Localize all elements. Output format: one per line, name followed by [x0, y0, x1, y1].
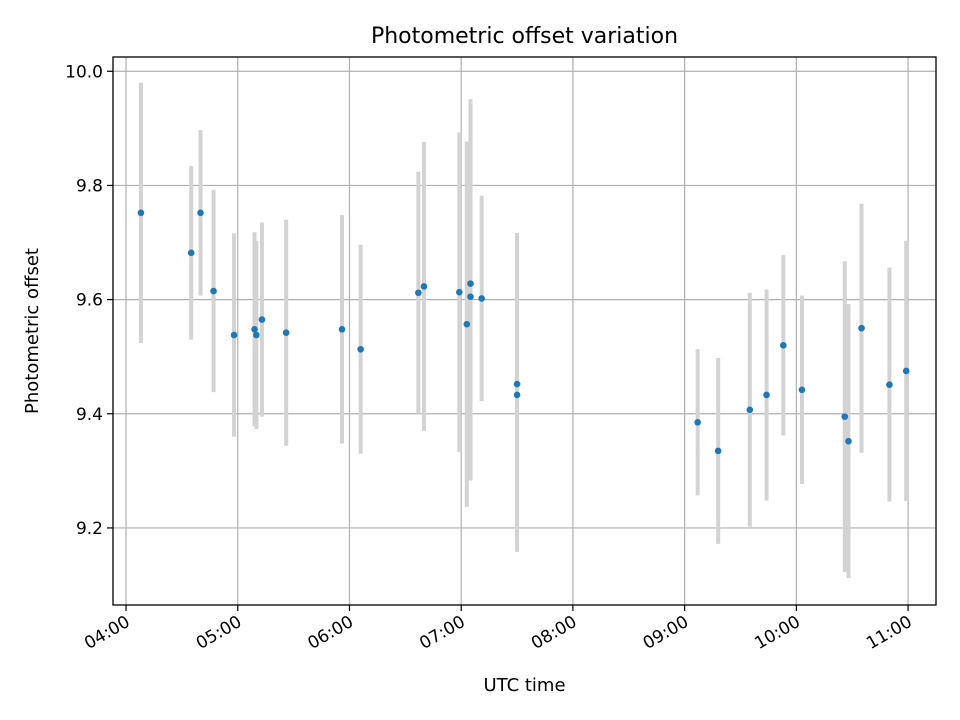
y-tick-label: 9.8 [76, 176, 103, 196]
data-point [513, 380, 521, 388]
y-tick-label: 9.2 [76, 519, 103, 539]
x-tick-label: 10:00 [751, 612, 803, 654]
x-tick-label: 07:00 [416, 612, 468, 654]
data-point [845, 437, 852, 445]
y-tick-label: 10.0 [65, 62, 103, 82]
data-point [714, 447, 722, 455]
grid [113, 57, 936, 605]
y-tick-label: 9.6 [76, 291, 103, 311]
data-point [467, 293, 474, 301]
chart-title: Photometric offset variation [371, 24, 678, 49]
data-point [338, 325, 346, 333]
x-axis-label: UTC time [483, 675, 565, 696]
data-point [886, 381, 893, 388]
data-point [230, 331, 238, 339]
data-point [478, 295, 485, 302]
data-points [137, 209, 910, 455]
data-point [463, 320, 471, 328]
x-tick-label: 11:00 [863, 612, 915, 654]
data-point [467, 280, 474, 287]
x-tick-label: 08:00 [528, 612, 580, 654]
data-point [456, 288, 463, 296]
data-point [137, 209, 145, 217]
data-point [415, 289, 422, 297]
data-point [841, 413, 849, 420]
data-point [187, 249, 195, 257]
data-point [210, 287, 217, 295]
x-tick-label: 05:00 [193, 612, 245, 654]
data-point [357, 345, 364, 353]
data-point [902, 367, 910, 375]
y-tick-label: 9.4 [76, 405, 103, 425]
data-point [763, 391, 770, 399]
data-point [780, 341, 787, 349]
data-point [420, 283, 428, 290]
x-tick-label: 06:00 [305, 612, 357, 654]
data-point [858, 324, 865, 332]
axis-ticks: 04:00 05:00 06:00 07:00 08:00 09:00 10:00 11:00… [65, 62, 915, 654]
data-point [513, 391, 521, 399]
x-tick-label: 04:00 [81, 612, 133, 654]
data-point [746, 406, 754, 414]
plot-frame [112, 56, 937, 606]
data-point [798, 386, 806, 394]
data-point [258, 316, 266, 323]
data-point [694, 419, 701, 426]
data-point [251, 325, 258, 333]
data-point [197, 209, 204, 217]
x-tick-label: 09:00 [640, 612, 692, 654]
data-point [282, 329, 290, 337]
y-axis-label: Photometric offset [22, 248, 43, 414]
data-point [253, 331, 260, 339]
